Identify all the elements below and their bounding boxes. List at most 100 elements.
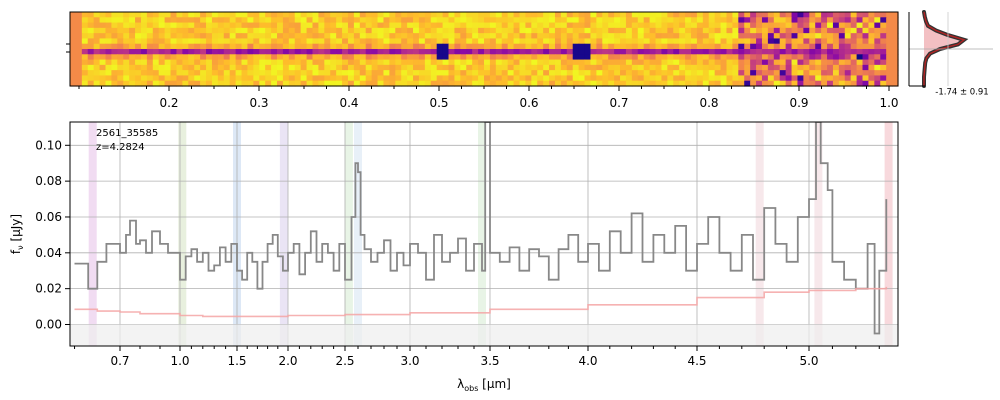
- heatmap-cell: [152, 80, 160, 87]
- heatmap-cell: [117, 64, 124, 71]
- heatmap-cell: [418, 75, 426, 82]
- heatmap-cell: [288, 49, 296, 55]
- heatmap-cell: [886, 54, 893, 61]
- heatmap-cell: [844, 27, 852, 34]
- heatmap-cell: [507, 38, 515, 45]
- heatmap-cell: [761, 38, 769, 45]
- spectrum-2d-xtick-label: 0.5: [429, 96, 448, 110]
- heatmap-cell: [294, 59, 302, 66]
- heatmap-cell: [501, 49, 509, 55]
- heatmap-cell: [253, 59, 260, 66]
- heatmap-cell: [164, 64, 172, 71]
- heatmap-cell: [543, 43, 550, 50]
- heatmap-cell: [211, 22, 219, 29]
- heatmap-cell: [880, 43, 887, 50]
- heatmap-cell: [856, 43, 864, 50]
- heatmap-cell: [359, 27, 367, 34]
- heatmap-cell: [815, 70, 822, 77]
- heatmap-cell: [472, 27, 479, 34]
- heatmap-cell: [614, 80, 621, 87]
- heatmap-cell: [702, 80, 710, 87]
- heatmap-cell: [140, 80, 148, 87]
- heatmap-cell: [673, 43, 680, 50]
- heatmap-cell: [253, 43, 260, 50]
- heatmap-cell: [365, 22, 373, 29]
- heatmap-cell: [584, 33, 592, 40]
- heatmap-cell: [738, 54, 745, 61]
- heatmap-cell: [466, 80, 473, 87]
- heatmap-cell: [484, 12, 491, 18]
- heatmap-cell: [856, 54, 864, 61]
- heatmap-cell: [655, 59, 663, 66]
- heatmap-cell: [744, 33, 751, 40]
- heatmap-cell: [608, 64, 615, 71]
- heatmap-cell: [87, 38, 95, 45]
- heatmap-cell: [738, 33, 745, 40]
- heatmap-cell: [324, 59, 331, 66]
- heatmap-cell: [253, 38, 260, 45]
- heatmap-cell: [418, 38, 426, 45]
- heatmap-cell: [631, 27, 639, 34]
- heatmap-cell: [87, 27, 95, 34]
- heatmap-cell: [158, 33, 166, 40]
- heatmap-cell: [158, 59, 166, 66]
- heatmap-cell: [194, 54, 201, 61]
- heatmap-cell: [176, 49, 183, 55]
- heatmap-cell: [543, 38, 550, 45]
- heatmap-cell: [809, 64, 816, 71]
- heatmap-cell: [271, 80, 278, 87]
- heatmap-cell: [554, 27, 562, 34]
- heatmap-cell: [773, 43, 781, 50]
- heatmap-cell: [140, 17, 148, 24]
- heatmap-cell: [797, 70, 804, 77]
- heatmap-cell: [247, 54, 254, 61]
- heatmap-cell: [294, 75, 302, 82]
- heatmap-cell: [744, 22, 751, 29]
- heatmap-cell: [554, 49, 562, 55]
- heatmap-cell: [395, 43, 402, 50]
- heatmap-cell: [129, 49, 136, 55]
- line-band: [88, 122, 97, 346]
- heatmap-cell: [93, 54, 101, 61]
- heatmap-cell: [135, 22, 142, 29]
- heatmap-cell: [377, 27, 385, 34]
- heatmap-cell: [862, 54, 870, 61]
- heatmap-cell: [424, 59, 432, 66]
- heatmap-cell: [661, 43, 668, 50]
- heatmap-cell: [844, 38, 852, 45]
- heatmap-cell: [862, 64, 870, 71]
- heatmap-cell: [93, 22, 101, 29]
- heatmap-cell: [525, 70, 532, 77]
- heatmap-cell: [519, 38, 526, 45]
- heatmap-cell: [253, 54, 260, 61]
- heatmap-cell: [838, 80, 846, 87]
- heatmap-cell: [495, 33, 503, 40]
- heatmap-cell: [761, 80, 769, 87]
- heatmap-cell: [418, 22, 426, 29]
- heatmap-cell: [194, 22, 201, 29]
- heatmap-cell: [596, 38, 603, 45]
- heatmap-cell: [560, 80, 568, 87]
- heatmap-cell: [785, 33, 793, 40]
- heatmap-cell: [152, 43, 160, 50]
- heatmap-cell: [312, 17, 319, 24]
- heatmap-cell: [773, 22, 781, 29]
- heatmap-cell: [164, 54, 172, 61]
- heatmap-cell: [501, 64, 509, 71]
- heatmap-cell: [667, 38, 674, 45]
- heatmap-cell: [868, 43, 875, 50]
- heatmap-cell: [129, 27, 136, 34]
- heatmap-cell: [223, 64, 231, 71]
- heatmap-cell: [631, 49, 639, 55]
- heatmap-cell: [815, 43, 822, 50]
- heatmap-cell: [832, 75, 840, 82]
- heatmap-cell: [572, 43, 580, 50]
- heatmap-cell: [117, 70, 124, 77]
- heatmap-cell: [330, 70, 337, 77]
- heatmap-cell: [685, 64, 692, 71]
- heatmap-cell: [140, 12, 148, 18]
- heatmap-cell: [614, 22, 621, 29]
- heatmap-cell: [649, 64, 657, 71]
- heatmap-cell: [111, 54, 118, 61]
- heatmap-cell: [584, 80, 592, 87]
